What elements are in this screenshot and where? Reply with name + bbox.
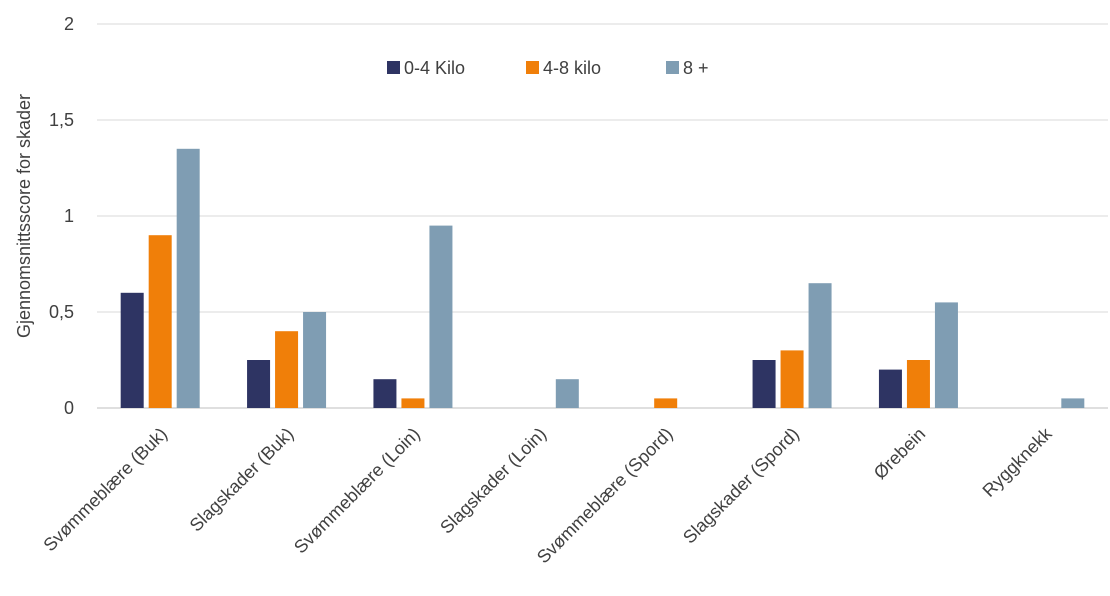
bar: [303, 312, 327, 408]
bar: [373, 379, 397, 408]
legend-label: 4-8 kilo: [543, 58, 601, 78]
bar: [275, 331, 299, 408]
bar: [654, 398, 678, 408]
x-axis-ticks: Svømmeblære (Buk) Slagskader (Buk)Svømmeb…: [39, 423, 1056, 567]
bars: [120, 148, 1085, 409]
y-axis-title: Gjennomsnittsscore for skader: [14, 94, 34, 338]
y-tick-label: 0: [64, 398, 74, 418]
bar: [906, 360, 930, 408]
bar: [780, 350, 804, 408]
y-tick-label: 2: [64, 14, 74, 34]
x-tick-label: Slagskader (Spord): [679, 424, 803, 548]
x-tick-label: Ørebein: [870, 424, 929, 483]
bar: [1061, 398, 1085, 408]
bar: [176, 148, 200, 409]
legend-label: 8 +: [683, 58, 709, 78]
bar: [247, 360, 271, 408]
y-tick-label: 0,5: [49, 302, 74, 322]
y-tick-label: 1: [64, 206, 74, 226]
bar: [934, 302, 958, 408]
x-tick-label: Svømmeblære (Loin): [290, 424, 424, 558]
y-axis-ticks: 0 0,5 1 1,5 2: [49, 14, 74, 418]
x-tick-label: Svømmeblære (Spord): [533, 424, 677, 568]
legend-swatch: [666, 61, 679, 74]
bar: [148, 235, 172, 408]
bar: [401, 398, 425, 408]
x-tick-label: Slagskader (Loin): [436, 424, 550, 538]
bar: [429, 225, 453, 408]
x-tick-label: Ryggknekk: [979, 423, 1057, 501]
legend: 0-4 Kilo 4-8 kilo 8 +: [387, 58, 709, 78]
y-tick-label: 1,5: [49, 110, 74, 130]
bar: [120, 292, 144, 408]
bar: [752, 360, 776, 408]
legend-swatch: [526, 61, 539, 74]
bar: [878, 369, 902, 408]
bar: [808, 283, 832, 408]
legend-label: 0-4 Kilo: [404, 58, 465, 78]
x-tick-label: Svømmeblære (Buk): [39, 424, 171, 556]
legend-swatch: [387, 61, 400, 74]
x-tick-label: Slagskader (Buk): [186, 424, 298, 536]
bar: [555, 379, 579, 408]
